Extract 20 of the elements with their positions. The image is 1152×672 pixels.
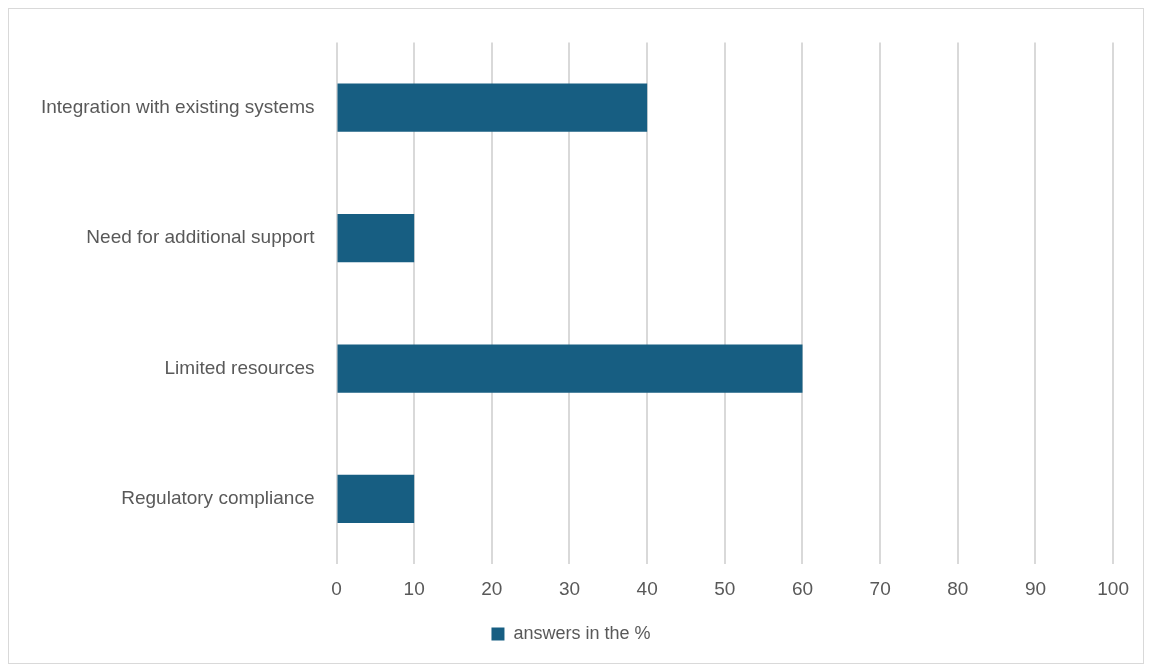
bar [337, 213, 415, 263]
x-tick-label: 100 [1097, 577, 1129, 599]
bar [337, 83, 648, 132]
y-tick-label: Integration with existing systems [40, 95, 315, 117]
x-tick-label: 20 [481, 577, 503, 599]
x-tick-label: 40 [636, 577, 658, 599]
bar [337, 344, 803, 393]
x-tick-label: 90 [1024, 577, 1047, 599]
legend-label: answers in the % [513, 622, 651, 643]
y-tick-label: Limited resources [164, 356, 315, 378]
x-tick-label: 70 [869, 577, 891, 599]
x-tick-label: 60 [791, 577, 814, 599]
x-tick-label: 80 [947, 577, 969, 599]
y-tick-label: Regulatory compliance [121, 487, 315, 509]
x-tick-label: 10 [403, 577, 425, 599]
x-tick-label: 0 [331, 577, 342, 599]
x-tick-label: 50 [714, 577, 736, 599]
y-tick-label: Need for additional support [86, 226, 316, 248]
bar [337, 474, 415, 524]
x-tick-label: 30 [558, 577, 581, 599]
